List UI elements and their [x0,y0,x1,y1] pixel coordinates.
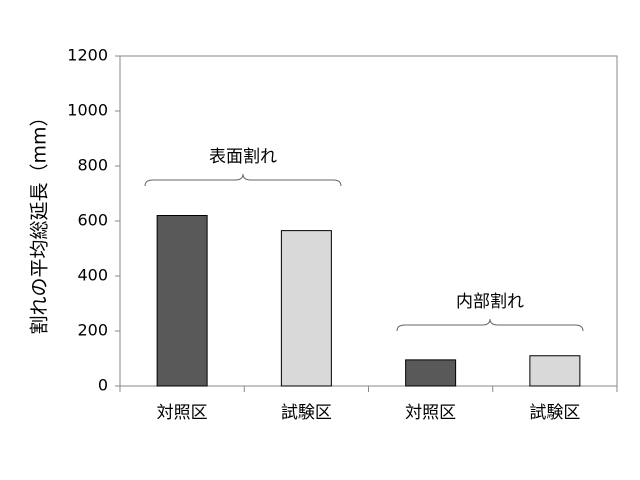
bar [280,230,332,387]
x-tick-label: 試験区 [529,403,580,423]
y-axis-label: 割れの平均総延長（mm） [29,107,51,334]
bar [156,215,208,387]
y-tick-label: 400 [77,266,108,285]
x-tick-label: 対照区 [157,403,208,423]
x-tick-label: 対照区 [405,403,456,423]
y-tick-label: 1200 [67,46,108,65]
brace [144,173,342,187]
y-tick-label: 200 [77,321,108,340]
bar [405,359,457,387]
y-tick-label: 0 [98,376,108,395]
annotation: 内部割れ [456,292,524,312]
brace [396,318,584,332]
y-tick-label: 600 [77,211,108,230]
annotation: 表面割れ [209,147,277,167]
x-tick-label: 試験区 [281,403,332,423]
bar [529,355,581,387]
y-tick-label: 800 [77,156,108,175]
y-tick-label: 1000 [67,101,108,120]
